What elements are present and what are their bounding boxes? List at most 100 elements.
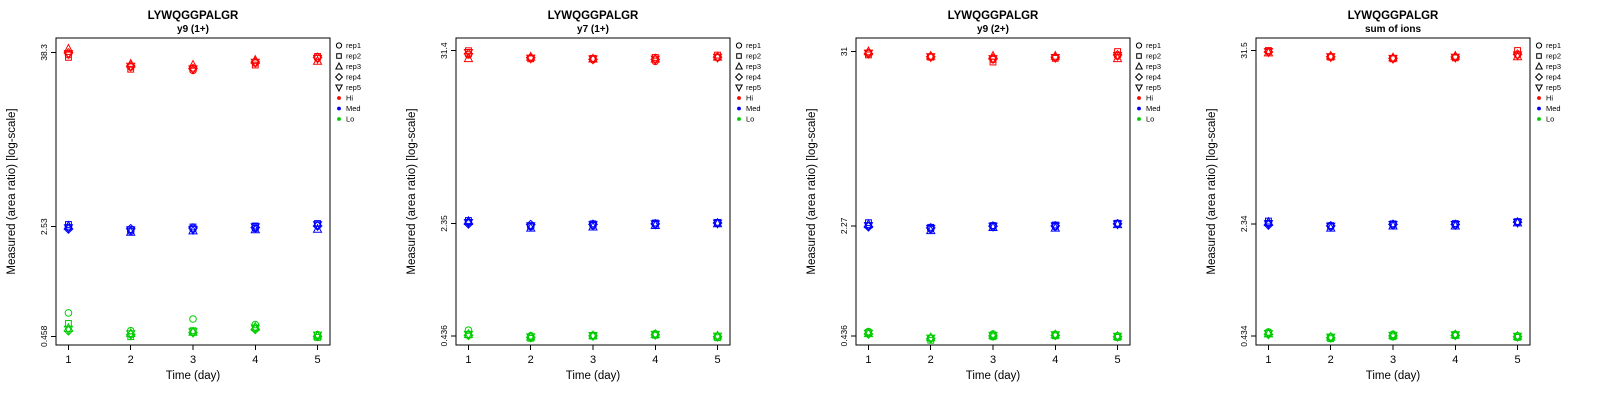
x-tick-label: 4 <box>1052 354 1058 366</box>
data-point <box>463 52 474 63</box>
data-point <box>250 321 261 331</box>
legend-item: Hi <box>337 94 353 103</box>
data-point <box>63 224 74 234</box>
data-point <box>463 330 474 341</box>
data-point <box>1112 220 1123 230</box>
data-point <box>127 65 135 73</box>
data-point <box>712 51 723 61</box>
data-point <box>1450 220 1461 231</box>
data-point <box>525 54 536 64</box>
data-point <box>735 42 743 49</box>
data-point <box>650 328 661 339</box>
legend-item: Hi <box>737 94 753 103</box>
chart-subtitle: sum of ions <box>1365 24 1422 35</box>
data-point <box>63 325 74 335</box>
data-point <box>63 322 74 332</box>
data-point <box>863 49 874 59</box>
y-tick-label: 2.35 <box>439 215 449 232</box>
x-tick-label: 3 <box>190 354 196 366</box>
y-tick-label: 0.436 <box>839 325 849 347</box>
legend-label: Hi <box>1146 94 1153 103</box>
chart-subtitle: y9 (2+) <box>977 24 1009 35</box>
data-point <box>1535 61 1543 70</box>
legend-label: rep3 <box>1546 62 1561 71</box>
x-tick-label: 3 <box>990 354 996 366</box>
y-tick-label: 31.5 <box>1239 42 1249 59</box>
data-point <box>588 331 598 342</box>
x-axis-label: Time (day) <box>966 370 1021 382</box>
x-tick-label: 1 <box>1265 354 1271 366</box>
y-axis-label: Measured (area ratio) [log-scale] <box>1206 108 1218 274</box>
legend-item: rep1 <box>735 41 761 50</box>
data-point <box>188 326 198 336</box>
legend-item: Lo <box>1537 115 1554 124</box>
legend-label: rep2 <box>746 52 761 61</box>
legend-label: Hi <box>346 94 353 103</box>
legend-item: Med <box>337 104 361 113</box>
data-point <box>925 50 936 60</box>
scatter-plot: LYWQGGPALGR sum of ions 1 2 3 4 5 Time (day) 31.… <box>1206 10 1561 382</box>
legend-label: rep4 <box>1146 73 1161 82</box>
x-axis-label: Time (day) <box>1366 370 1421 382</box>
data-point <box>1112 330 1123 340</box>
legend-item: rep4 <box>1134 73 1161 82</box>
y-tick-label: 2.27 <box>839 217 849 234</box>
data-point <box>188 225 198 236</box>
y-axis-label: Measured (area ratio) [log-scale] <box>806 108 818 274</box>
data-point <box>1112 51 1123 62</box>
chart-panel-y7-1plus: LYWQGGPALGR y7 (1+) 1 2 3 4 5 Time (day) 31.4 2.3… <box>400 0 800 400</box>
data-point <box>189 315 197 323</box>
legend-label: rep3 <box>1146 62 1161 71</box>
legend-item: rep1 <box>1535 41 1561 50</box>
legend-label: rep1 <box>746 41 761 50</box>
data-point <box>1535 42 1543 49</box>
y-tick-label: 0.458 <box>39 325 49 347</box>
legend-label: rep5 <box>1146 83 1161 92</box>
data-point <box>525 333 536 343</box>
data-point <box>650 53 661 63</box>
legend-item: rep4 <box>1534 72 1561 82</box>
data-point <box>336 53 342 59</box>
data-point <box>712 219 723 229</box>
y-axis-label: Measured (area ratio) [log-scale] <box>6 108 18 274</box>
legend-item: rep2 <box>1136 52 1161 61</box>
data-point <box>1388 54 1398 65</box>
chart-title: LYWQGGPALGR <box>1348 10 1439 22</box>
data-point <box>588 53 598 63</box>
legend-item: rep5 <box>735 83 761 93</box>
data-point <box>1534 72 1544 82</box>
legend-label: rep1 <box>1146 41 1161 50</box>
plot-box <box>455 37 731 346</box>
legend-item: Med <box>1137 104 1161 113</box>
data-point <box>1388 52 1398 62</box>
data-point <box>736 53 742 59</box>
y-axis-label: Measured (area ratio) [log-scale] <box>406 108 418 274</box>
data-point <box>64 309 73 317</box>
data-point <box>863 329 874 339</box>
data-point <box>1325 333 1336 343</box>
data-point <box>63 50 74 60</box>
data-point <box>65 53 72 61</box>
legend-label: Med <box>746 104 761 113</box>
data-point <box>1050 331 1061 341</box>
data-point <box>1535 84 1543 93</box>
data-point <box>125 226 136 236</box>
x-tick-label: 3 <box>590 354 596 366</box>
data-point <box>1325 331 1336 341</box>
data-point <box>250 224 261 234</box>
data-point <box>125 62 136 72</box>
data-point <box>1135 84 1143 93</box>
data-point <box>1263 328 1274 338</box>
legend-label: rep5 <box>346 83 361 92</box>
data-point <box>1388 329 1398 339</box>
chart-title: LYWQGGPALGR <box>948 10 1039 22</box>
legend-item: rep3 <box>1135 61 1161 71</box>
scatter-plot: LYWQGGPALGR y9 (2+) 1 2 3 4 5 Time (day) 31 2.27 0… <box>806 10 1161 382</box>
legend-label: rep2 <box>346 52 361 61</box>
legend-dot-icon <box>737 117 741 121</box>
legend-item: rep3 <box>335 61 361 71</box>
chart-title: LYWQGGPALGR <box>548 10 639 22</box>
data-point <box>988 329 998 339</box>
legend-label: Hi <box>1546 94 1553 103</box>
legend-label: Hi <box>746 94 753 103</box>
